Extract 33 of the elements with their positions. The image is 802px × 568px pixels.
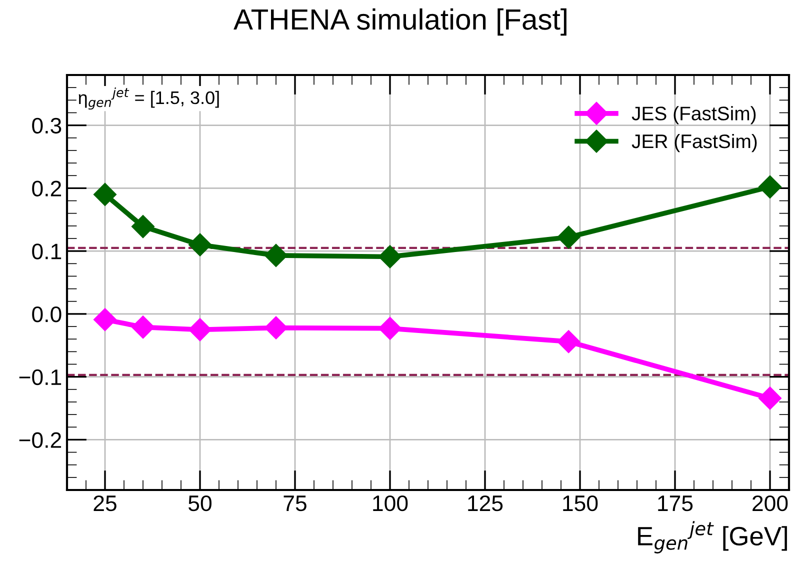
x-tick-label: 125 bbox=[468, 495, 503, 512]
point bbox=[378, 245, 402, 268]
chart-title: ATHENA simulation [Fast] bbox=[234, 8, 566, 36]
point bbox=[94, 308, 116, 332]
point bbox=[758, 175, 782, 198]
point bbox=[188, 318, 212, 342]
point bbox=[264, 316, 288, 340]
legend-label: JER (FastSim) bbox=[632, 134, 757, 152]
x-tick-label: 25 bbox=[94, 495, 116, 512]
x-tick-label: 50 bbox=[188, 495, 212, 512]
x-tick-label: 150 bbox=[563, 495, 598, 512]
point bbox=[132, 215, 154, 238]
point bbox=[188, 233, 212, 256]
y-tick-label: −0.2 bbox=[19, 432, 62, 448]
y-tick-label: 0.0 bbox=[32, 306, 62, 322]
y-tick-label: 0.2 bbox=[32, 180, 62, 196]
legend-label: JES (FastSim) bbox=[632, 106, 756, 124]
point bbox=[557, 330, 580, 354]
x-tick-label: 200 bbox=[752, 495, 788, 512]
point bbox=[94, 182, 116, 206]
y-tick-label: 0.1 bbox=[32, 244, 62, 260]
x-tick-label: 100 bbox=[373, 495, 408, 512]
x-tick-label: 75 bbox=[284, 496, 306, 512]
point bbox=[378, 316, 402, 340]
point bbox=[758, 386, 782, 410]
x-tick-label: 175 bbox=[658, 496, 693, 512]
y-tick-label: 0.3 bbox=[32, 118, 62, 134]
x-axis-title: E$_{gen}$$^{jet}$ [GeV] bbox=[638, 521, 787, 554]
y-tick-label: −0.1 bbox=[19, 369, 62, 386]
point bbox=[557, 226, 580, 249]
annotation: η$_{gen}$$^{jet}$ = [1.5, 3.0] bbox=[78, 87, 219, 110]
point bbox=[264, 244, 288, 267]
point bbox=[132, 316, 154, 339]
